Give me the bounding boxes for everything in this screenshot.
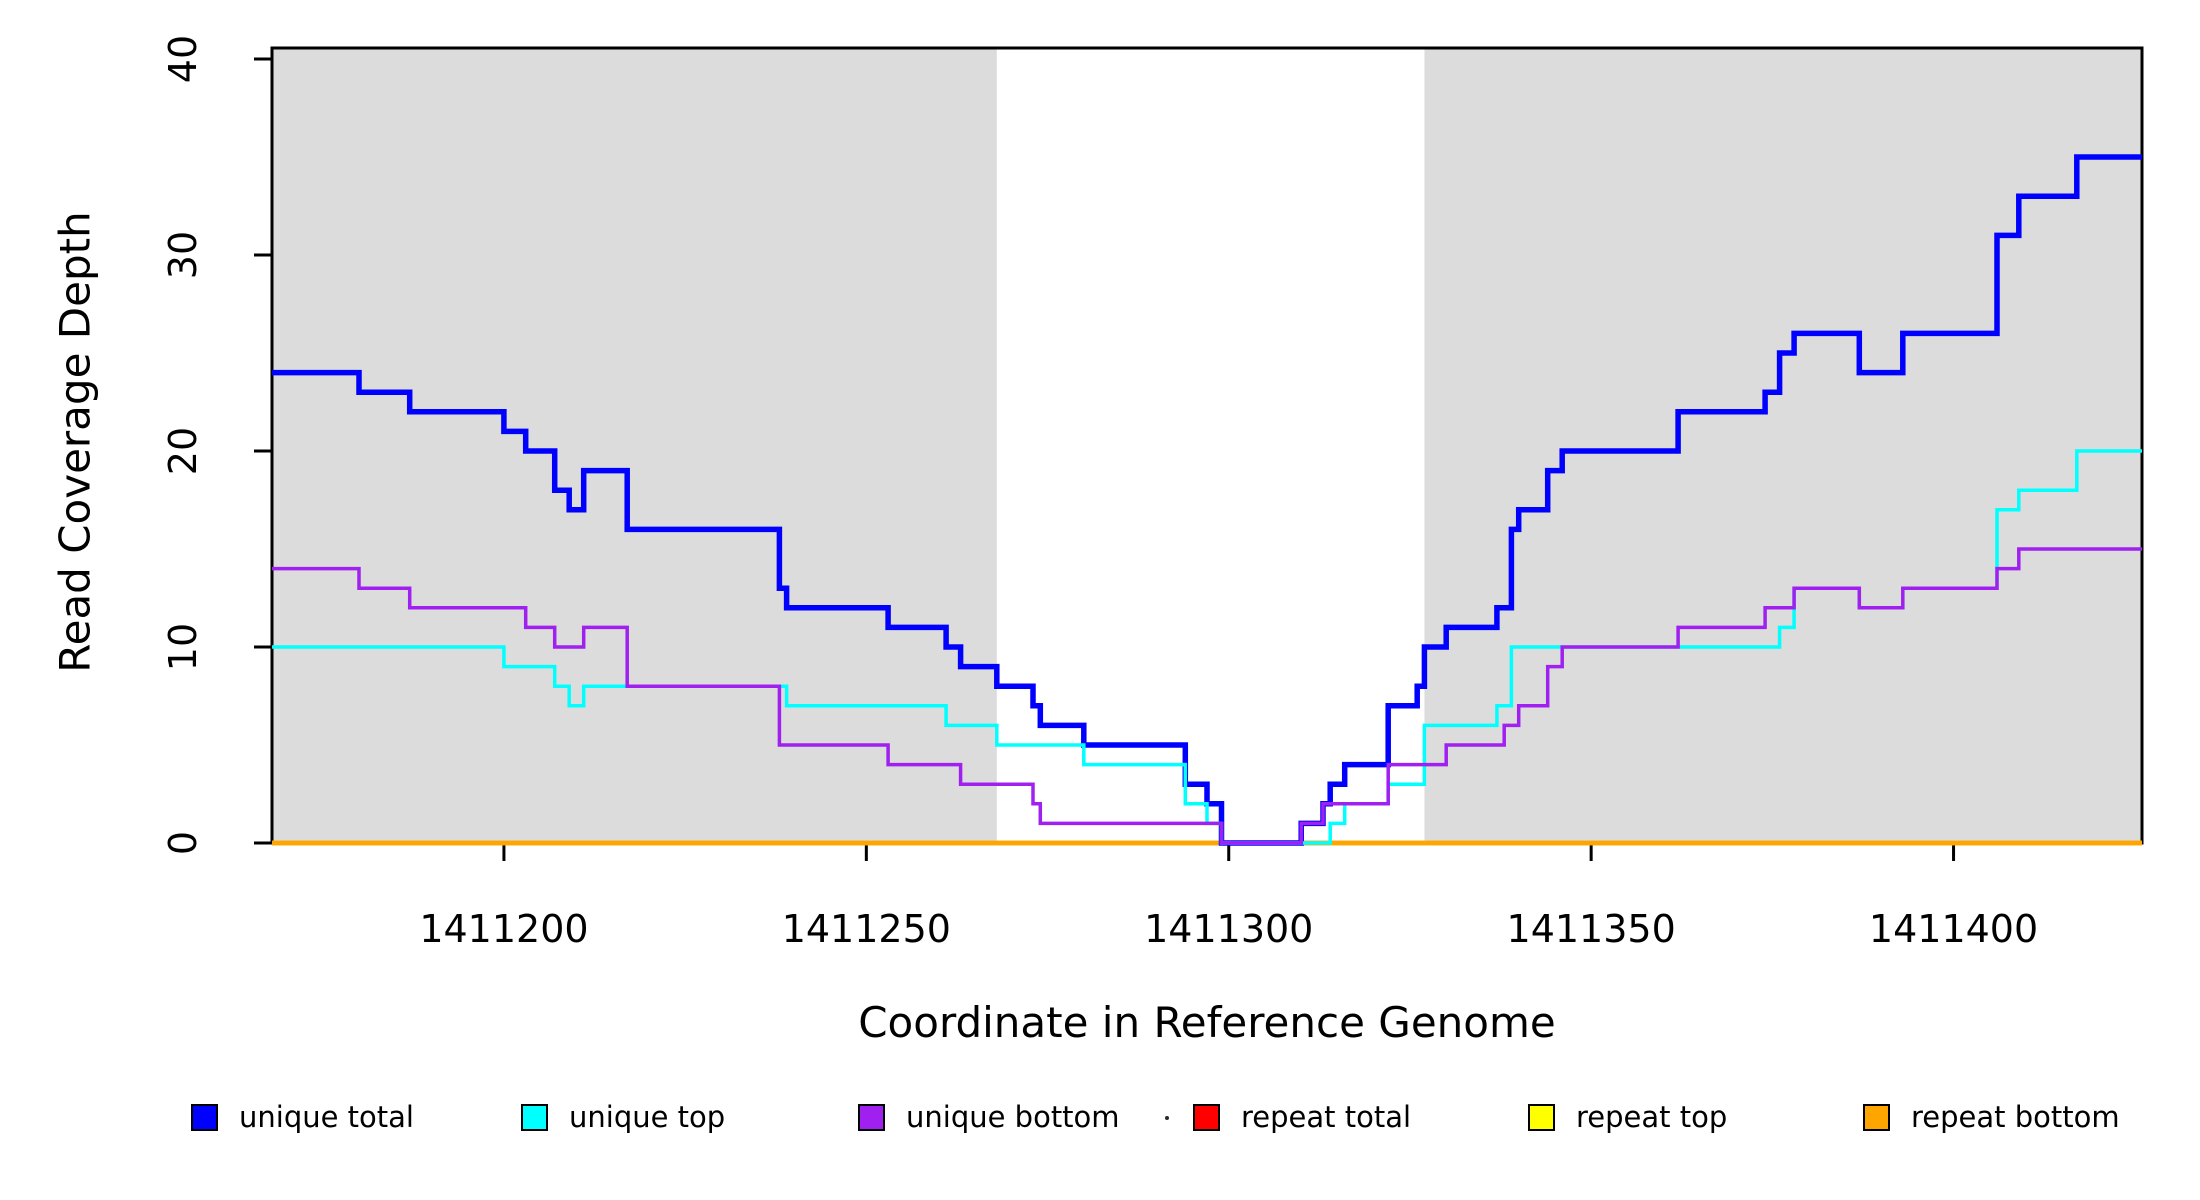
legend-item-unique-total: unique total <box>191 1093 414 1141</box>
legend-item-repeat-bottom: repeat bottom <box>1863 1093 2120 1141</box>
legend-label: repeat top <box>1576 1100 1728 1134</box>
legend-item-unique-top: unique top <box>521 1093 725 1141</box>
legend-item-repeat-top: repeat top <box>1528 1093 1727 1141</box>
x-tick-label: 1411250 <box>782 907 951 951</box>
y-tick-label: 40 <box>161 35 205 83</box>
legend-label: repeat total <box>1241 1100 1412 1134</box>
unique-total-swatch <box>191 1103 218 1131</box>
x-tick-label: 1411300 <box>1144 907 1313 951</box>
y-tick-label: 10 <box>161 623 205 671</box>
legend-item-unique-bottom: unique bottom <box>858 1093 1120 1141</box>
repeat-total-swatch <box>1193 1103 1220 1131</box>
legend-label: unique bottom <box>906 1100 1120 1134</box>
legend-label: unique top <box>569 1100 726 1134</box>
y-tick-label: 30 <box>161 231 205 279</box>
repeat-top-swatch <box>1528 1103 1555 1131</box>
x-tick-label: 1411350 <box>1507 907 1676 951</box>
legend-label: unique total <box>239 1100 414 1134</box>
series-unique-bottom <box>272 547 2142 845</box>
y-tick-label: 20 <box>161 427 205 475</box>
legend: unique total unique top unique bottom repea… <box>0 1093 2200 1143</box>
repeat-bottom-swatch <box>1863 1103 1890 1131</box>
unique-bottom-swatch <box>858 1103 885 1131</box>
legend-item-repeat-total: repeat total <box>1193 1093 1411 1141</box>
x-axis-title: Coordinate in Reference Genome <box>858 998 1556 1047</box>
y-tick-label: 0 <box>161 831 205 855</box>
shaded-region-1 <box>1424 48 2142 843</box>
x-tick-label: 1411200 <box>419 907 588 951</box>
unique-top-swatch <box>521 1103 548 1131</box>
y-axis-title: Read Coverage Depth <box>50 211 100 673</box>
x-tick-label: 1411400 <box>1869 907 2038 951</box>
legend-label: repeat bottom <box>1911 1100 2120 1134</box>
shaded-region-0 <box>272 48 997 843</box>
stray-mark <box>1165 1116 1169 1120</box>
